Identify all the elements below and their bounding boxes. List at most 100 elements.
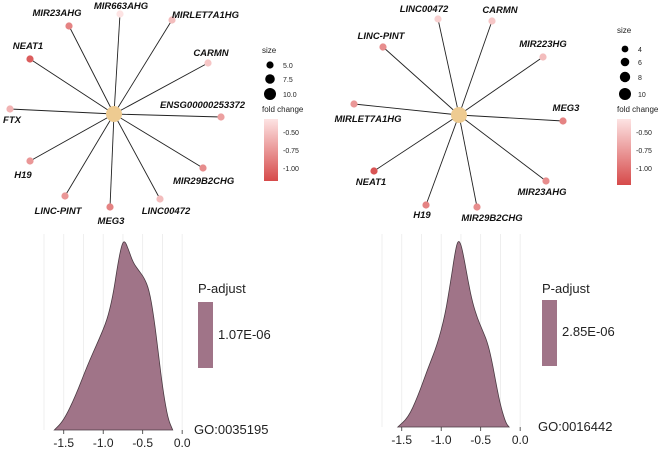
size-legend-title-b: size (617, 26, 632, 35)
network-edge (68, 25, 115, 115)
p-adjust-value-b: 2.85E-06 (562, 324, 615, 339)
density-area (396, 241, 510, 428)
network-node-label: MEG3 (553, 103, 581, 114)
network-node (156, 195, 164, 203)
network-edge (458, 20, 493, 116)
network-node (106, 203, 114, 211)
axis-tick-label: -1.0 (93, 436, 114, 450)
network-node (204, 59, 212, 67)
network-a-size-legend: size 5.0 7.5 10.0 (262, 46, 297, 100)
network-node-label: MEG3 (98, 216, 126, 227)
fc-colorbar-b (617, 119, 631, 185)
axis-tick-label: -1.0 (431, 433, 452, 447)
network-node-label: MIRLET7A1HG (172, 10, 240, 21)
p-adjust-swatch-b (542, 300, 557, 366)
axis-tick-label: -1.5 (53, 436, 74, 450)
network-node-label: CARMN (193, 48, 229, 59)
network-edge (458, 114, 564, 122)
network-edge (458, 114, 547, 182)
density-plot-b: -1.5 -1.0 -0.5 0.0 (381, 232, 532, 447)
network-node (26, 55, 34, 63)
network-node (488, 17, 496, 25)
network-edge (29, 58, 115, 115)
network-edge (353, 103, 460, 116)
network-node-label: LINC00472 (400, 4, 449, 15)
network-node (350, 100, 358, 108)
network-node-label: NEAT1 (356, 177, 386, 188)
axis-tick-label: 0.0 (512, 433, 529, 447)
axis-tick-label: 0.0 (174, 436, 191, 450)
network-node (199, 164, 207, 172)
network-node-label: LINC-PINT (358, 31, 406, 42)
network-node (168, 16, 176, 24)
density-legend-b: P-adjust 2.85E-06 GO:0016442 (538, 281, 615, 434)
size-legend-dot (621, 45, 629, 53)
network-edge (373, 114, 460, 172)
network-node-label: H19 (14, 170, 32, 181)
p-adjust-value-a: 1.07E-06 (218, 327, 271, 342)
network-edge (64, 113, 115, 197)
go-term-label-b: GO:0016442 (538, 419, 612, 434)
network-node-label: LINC-PINT (35, 206, 83, 217)
network-edge (113, 13, 121, 115)
network-hub-node (451, 107, 467, 123)
network-edge (113, 113, 161, 200)
network-node-label: FTX (3, 115, 22, 126)
network-node-label: ENSG00000253372 (160, 100, 246, 111)
network-edge (113, 113, 222, 118)
fc-colorbar-a (264, 119, 278, 181)
fc-legend-label: -0.50 (283, 130, 299, 137)
fc-legend-title-b: fold change (617, 105, 659, 114)
network-node (434, 15, 442, 23)
network-node (370, 167, 378, 175)
network-edge (9, 108, 115, 115)
network-node (26, 157, 34, 165)
go-term-label-a: GO:0035195 (194, 422, 268, 437)
network-node (217, 113, 225, 121)
density-plot-a: -1.5 -1.0 -0.5 0.0 (43, 232, 194, 450)
network-edge (113, 19, 173, 115)
network-node (379, 43, 387, 51)
axis-tick-label: -0.5 (132, 436, 153, 450)
network-edge (113, 113, 204, 169)
network-edge (458, 114, 478, 208)
axis-tick-label: -1.5 (391, 433, 412, 447)
network-node-label: MIR29B2CHG (461, 213, 523, 224)
fc-legend-title-a: fold change (262, 105, 304, 114)
network-b-size-legend: size 4 6 8 10 (617, 26, 646, 100)
network-hub-node (106, 106, 122, 122)
network-a-fc-legend: fold change -0.50 -0.75 -1.00 (262, 105, 304, 181)
network-node-label: MIR23AHG (517, 187, 567, 198)
density-legend-a: P-adjust 1.07E-06 GO:0035195 (194, 281, 271, 437)
density-area (53, 241, 174, 431)
fc-legend-label: -0.75 (283, 148, 299, 155)
size-legend-label: 5.0 (283, 63, 293, 70)
network-node-label: H19 (413, 210, 431, 221)
network-node-label: MIR29B2CHG (173, 176, 235, 187)
size-legend-dot (619, 88, 631, 100)
network-edge (382, 46, 460, 116)
network-node (6, 105, 14, 113)
p-adjust-title-a: P-adjust (198, 281, 246, 296)
network-node-label: MIR23AHG (32, 8, 82, 19)
network-edge (437, 18, 460, 116)
fc-legend-label: -0.50 (636, 130, 652, 137)
size-legend-dot (266, 61, 274, 69)
network-b-fc-legend: fold change -0.50 -0.75 -1.00 (617, 105, 659, 185)
network-node-label: MIR663AHG (94, 1, 149, 12)
size-legend-dot (619, 71, 631, 83)
network-b: LINC00472 CARMN MIR223HG MEG3 MIR23AHG MIR29B… (334, 4, 580, 224)
network-node (61, 192, 69, 200)
network-edge (425, 114, 460, 206)
network-a: MIR663AHG MIRLET7A1HG CARMN ENSG00000253372… (3, 1, 246, 227)
axis-tick-label: -0.5 (470, 433, 491, 447)
network-edge (113, 62, 209, 115)
network-node-label: LINC00472 (142, 206, 191, 217)
network-node (542, 177, 550, 185)
network-node-label: CARMN (482, 5, 518, 16)
size-legend-label: 10.0 (283, 92, 297, 99)
p-adjust-title-b: P-adjust (542, 281, 590, 296)
p-adjust-swatch-a (198, 302, 213, 368)
size-legend-label: 10 (638, 92, 646, 99)
